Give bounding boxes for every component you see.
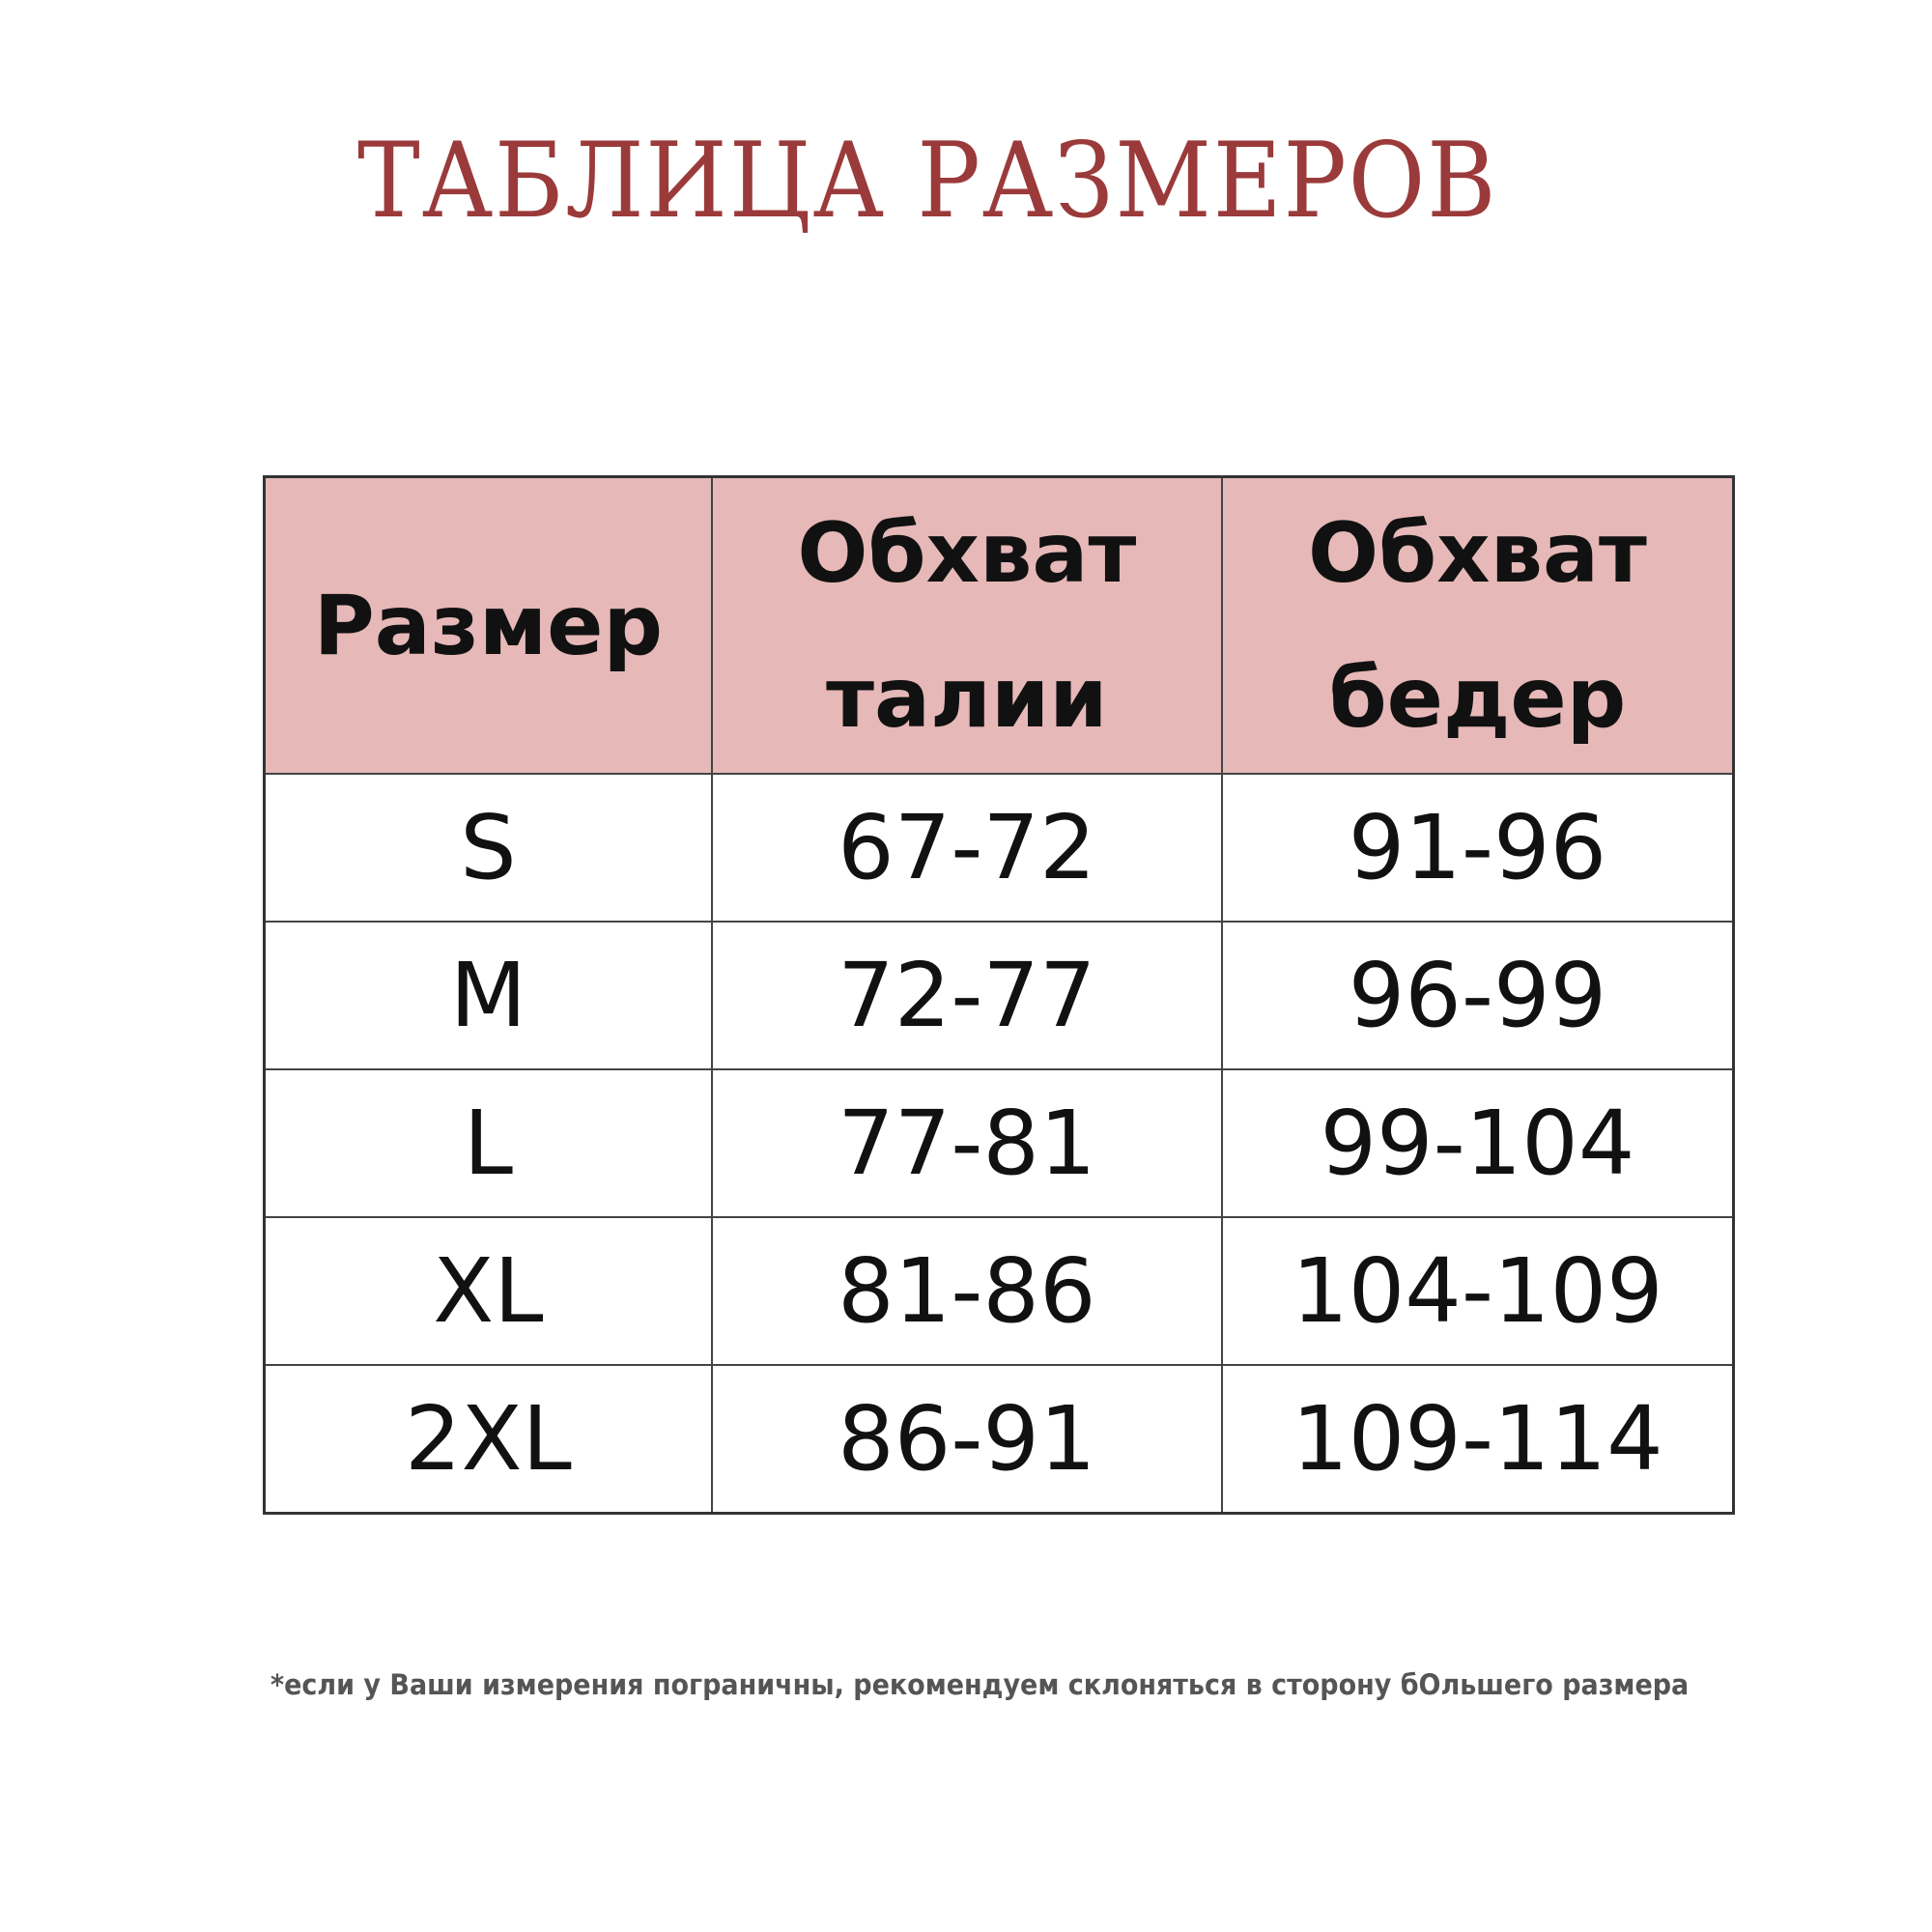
header-waist-line1: Обхват [797,504,1137,602]
table-row: S 67-72 91-96 [263,773,1735,923]
table-row: M 72-77 96-99 [263,921,1735,1070]
hips-cell: 91-96 [1220,773,1735,923]
size-cell: S [263,773,713,923]
size-cell: M [263,921,713,1070]
waist-cell: 67-72 [710,773,1223,923]
waist-cell: 81-86 [710,1216,1223,1366]
page-title: ТАБЛИЦА РАЗМЕРОВ [357,121,1498,242]
table-row: L 77-81 99-104 [263,1068,1735,1218]
size-cell: XL [263,1216,713,1366]
header-hips-line2: бедер [1328,649,1627,747]
hips-cell: 104-109 [1220,1216,1735,1366]
size-cell: 2XL [263,1364,713,1515]
header-hips: Обхват бедер [1220,475,1735,775]
waist-cell: 77-81 [710,1068,1223,1218]
footnote: *если у Ваши измерения пограничны, реком… [270,1668,1690,1701]
size-cell: L [263,1068,713,1218]
header-waist: Обхват талии [710,475,1223,775]
table-row: XL 81-86 104-109 [263,1216,1735,1366]
hips-cell: 96-99 [1220,921,1735,1070]
waist-cell: 86-91 [710,1364,1223,1515]
hips-cell: 109-114 [1220,1364,1735,1515]
hips-cell: 99-104 [1220,1068,1735,1218]
header-size-label: Размер [313,577,663,674]
header-waist-line2: талии [826,649,1108,747]
waist-cell: 72-77 [710,921,1223,1070]
size-table: Размер Обхват талии Обхват бедер S 67-72 91-… [263,475,1735,1515]
table-row: 2XL 86-91 109-114 [263,1364,1735,1515]
table-header-row: Размер Обхват талии Обхват бедер [263,475,1735,775]
header-hips-line1: Обхват [1307,504,1647,602]
header-size: Размер [263,475,713,775]
